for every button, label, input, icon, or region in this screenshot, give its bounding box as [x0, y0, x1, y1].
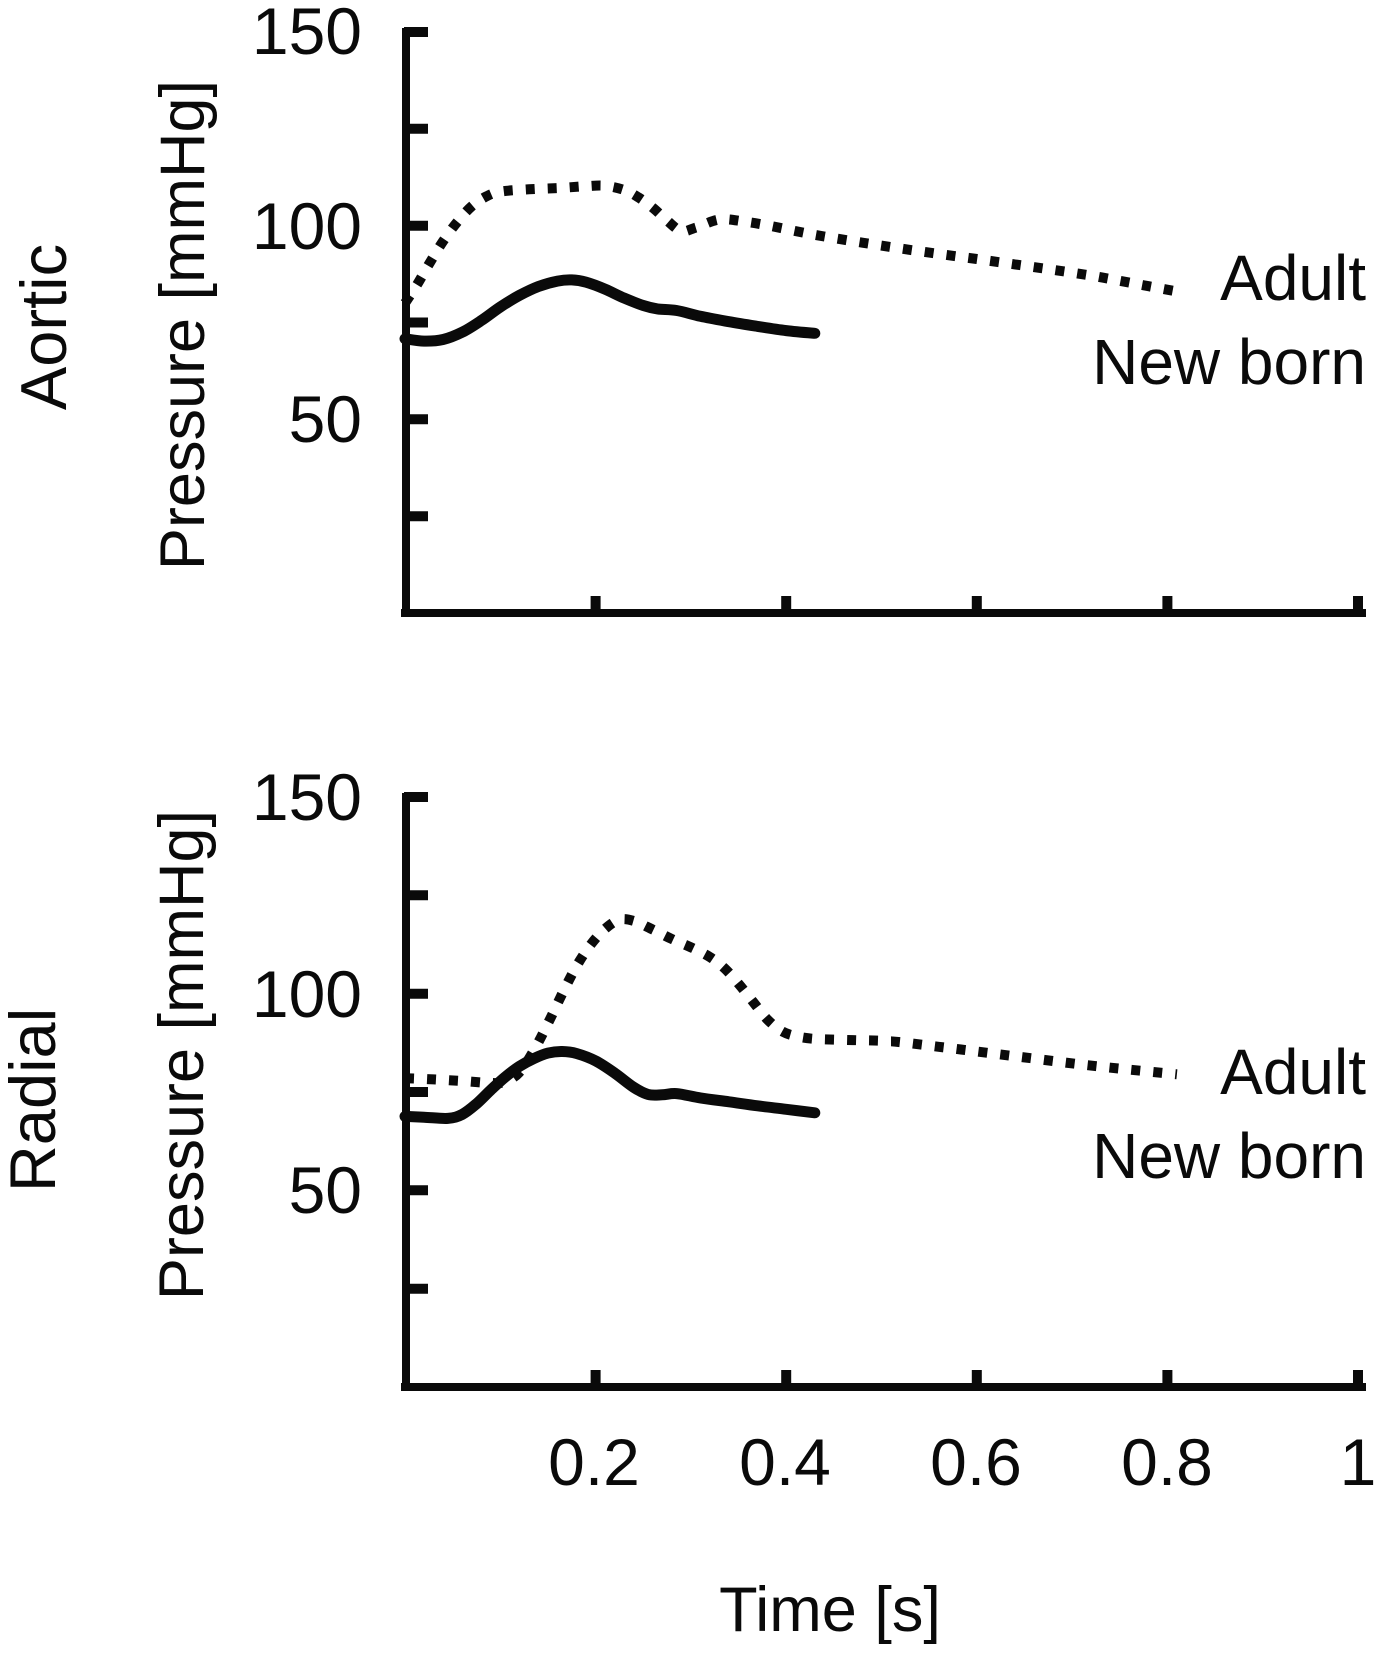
aortic-site-label: Aortic: [7, 243, 80, 411]
aortic-new-born-curve: [399, 274, 821, 347]
radial-new-born-curve: [399, 1045, 821, 1125]
radial-legend-adult: Adult: [1220, 1036, 1366, 1108]
xtick-0-2: 0.2: [548, 1425, 640, 1499]
xtick-0-8: 0.8: [1121, 1425, 1213, 1499]
aortic-adult-curve: [400, 180, 1178, 306]
aortic-ytick-150: 150: [251, 0, 362, 68]
radial-legend-newborn: New born: [1092, 1120, 1366, 1192]
radial-ytick-50: 50: [288, 1153, 362, 1227]
xtick-0-6: 0.6: [930, 1425, 1022, 1499]
aortic-legend-newborn: New born: [1092, 326, 1366, 398]
xtick-0-4: 0.4: [739, 1425, 831, 1499]
radial-ytick-100: 100: [251, 957, 362, 1031]
aortic-ytick-50: 50: [288, 382, 362, 456]
radial-site-label: Radial: [0, 1007, 69, 1193]
aortic-ytick-100: 100: [251, 189, 362, 263]
aortic-y-axis-title: Pressure [mmHg]: [148, 79, 218, 571]
x-axis-title: Time [s]: [719, 1575, 941, 1645]
radial-ytick-150: 150: [251, 760, 362, 834]
aortic-legend-adult: Adult: [1220, 242, 1366, 314]
xtick-1: 1: [1339, 1425, 1377, 1499]
radial-adult-curve: [404, 914, 1178, 1089]
radial-y-axis-title: Pressure [mmHg]: [147, 809, 217, 1301]
